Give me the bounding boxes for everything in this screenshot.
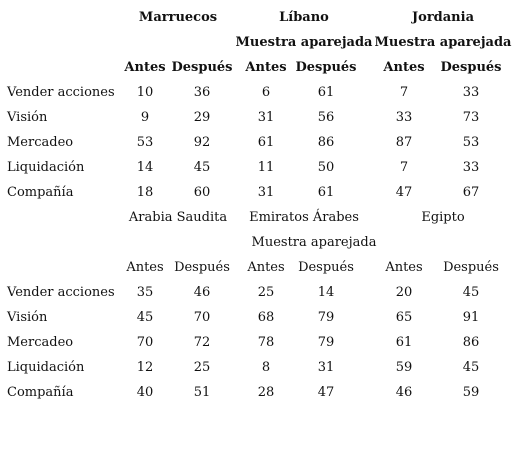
cell-value: 31	[257, 110, 275, 125]
cell-value: 33	[395, 110, 413, 125]
sample-header: Muestra aparejada	[235, 35, 373, 50]
cell-value: 31	[257, 185, 275, 200]
cell-value: 10	[136, 85, 154, 100]
row-label: Visión	[7, 310, 48, 325]
column-header: Antes	[245, 60, 287, 75]
row-label: Vender acciones	[7, 85, 115, 100]
row-label: Mercadeo	[7, 335, 74, 350]
cell-value: 70	[136, 335, 154, 350]
cell-value: 29	[193, 110, 211, 125]
cell-value: 25	[257, 285, 275, 300]
cell-value: 8	[261, 360, 271, 375]
column-header: Antes	[247, 260, 285, 275]
row-label: Compañía	[7, 185, 74, 200]
cell-value: 40	[136, 385, 154, 400]
country-header: Marruecos	[138, 10, 218, 25]
cell-value: 47	[395, 185, 413, 200]
cell-value: 11	[257, 160, 275, 175]
cell-value: 61	[317, 185, 335, 200]
cell-value: 45	[136, 310, 154, 325]
cell-value: 50	[317, 160, 335, 175]
cell-value: 25	[193, 360, 211, 375]
cell-value: 33	[462, 85, 480, 100]
cell-value: 59	[462, 385, 480, 400]
cell-value: 45	[462, 285, 480, 300]
cell-value: 86	[317, 135, 335, 150]
cell-value: 45	[462, 360, 480, 375]
column-header: Antes	[126, 260, 164, 275]
cell-value: 6	[261, 85, 271, 100]
cell-value: 51	[193, 385, 211, 400]
cell-value: 60	[193, 185, 211, 200]
cell-value: 68	[257, 310, 275, 325]
column-header: Después	[443, 260, 499, 275]
cell-value: 12	[136, 360, 154, 375]
cell-value: 45	[193, 160, 211, 175]
cell-value: 79	[317, 335, 335, 350]
cell-value: 53	[462, 135, 480, 150]
row-label: Compañía	[7, 385, 74, 400]
cell-value: 61	[317, 85, 335, 100]
country-header: Líbano	[279, 10, 329, 25]
cell-value: 46	[395, 385, 413, 400]
cell-value: 18	[136, 185, 154, 200]
cell-value: 9	[140, 110, 150, 125]
cell-value: 87	[395, 135, 413, 150]
cell-value: 59	[395, 360, 413, 375]
row-label: Mercadeo	[7, 135, 74, 150]
row-label: Liquidación	[7, 360, 85, 375]
cell-value: 7	[399, 85, 409, 100]
cell-value: 61	[257, 135, 275, 150]
cell-value: 33	[462, 160, 480, 175]
cell-value: 7	[399, 160, 409, 175]
cell-value: 46	[193, 285, 211, 300]
row-label: Liquidación	[7, 160, 85, 175]
cell-value: 14	[317, 285, 335, 300]
country-header: Emiratos Árabes	[249, 210, 359, 225]
cell-value: 31	[317, 360, 335, 375]
cell-value: 36	[193, 85, 211, 100]
cell-value: 91	[462, 310, 480, 325]
cell-value: 67	[462, 185, 480, 200]
country-header: Egipto	[421, 210, 465, 225]
column-header: Después	[295, 60, 357, 75]
sample-header: Muestra aparejada	[374, 35, 512, 50]
cell-value: 86	[462, 335, 480, 350]
cell-value: 47	[317, 385, 335, 400]
column-header: Después	[298, 260, 354, 275]
cell-value: 79	[317, 310, 335, 325]
cell-value: 20	[395, 285, 413, 300]
cell-value: 78	[257, 335, 275, 350]
column-header: Después	[440, 60, 502, 75]
row-label: Vender acciones	[7, 285, 115, 300]
country-header: Jordania	[412, 10, 474, 25]
column-header: Después	[174, 260, 230, 275]
cell-value: 53	[136, 135, 154, 150]
column-header: Antes	[383, 60, 425, 75]
cell-value: 61	[395, 335, 413, 350]
cell-value: 92	[193, 135, 211, 150]
sample-header: Muestra aparejada	[251, 235, 377, 250]
row-label: Visión	[7, 110, 48, 125]
cell-value: 73	[462, 110, 480, 125]
cell-value: 70	[193, 310, 211, 325]
country-header: Arabia Saudita	[128, 210, 228, 225]
cell-value: 14	[136, 160, 154, 175]
column-header: Después	[171, 60, 233, 75]
cell-value: 72	[193, 335, 211, 350]
cell-value: 65	[395, 310, 413, 325]
column-header: Antes	[385, 260, 423, 275]
cell-value: 35	[136, 285, 154, 300]
cell-value: 28	[257, 385, 275, 400]
column-header: Antes	[124, 60, 166, 75]
cell-value: 56	[317, 110, 335, 125]
